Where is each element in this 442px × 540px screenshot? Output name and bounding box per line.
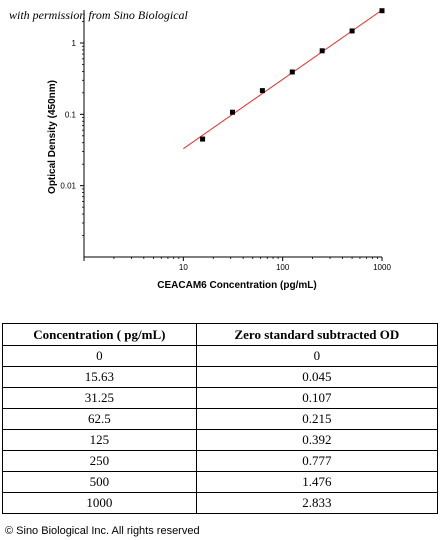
- table-row: 31.25 0.107: [2, 387, 439, 409]
- data-point: [349, 28, 355, 34]
- x-tick-label: 10: [179, 263, 188, 272]
- table-cell: 0.215: [195, 408, 439, 430]
- table-cell: 0.045: [195, 366, 439, 388]
- copyright-text: © Sino Biological Inc. All rights reserv…: [5, 525, 200, 537]
- table-cell: 1.476: [195, 471, 439, 493]
- table-cell: 0.777: [195, 450, 439, 472]
- standard-curve-chart: 1 0.1 0.01 10 100 1000 CEACAM6 Concentration …: [47, 8, 391, 291]
- y-tick-label: 1: [72, 39, 77, 48]
- table-cell: 0: [195, 345, 439, 367]
- table-cell: 250: [2, 450, 197, 472]
- table-row: 1000 2.833: [2, 492, 439, 514]
- table-row: 125 0.392: [2, 429, 439, 451]
- table-cell: 15.63: [2, 366, 197, 388]
- x-tick-label: 1000: [373, 263, 391, 272]
- table-row: 0 0: [2, 345, 439, 367]
- table-row: 15.63 0.045: [2, 366, 439, 388]
- column-header-od: Zero standard subtracted OD: [195, 323, 439, 346]
- data-table: Concentration ( pg/mL) Zero standard sub…: [2, 323, 439, 514]
- y-axis-label: Optical Density (450nm): [47, 80, 58, 194]
- data-point: [200, 136, 206, 142]
- watermark-text: with permission from Sino Biological: [9, 8, 188, 22]
- table-row: 62.5 0.215: [2, 408, 439, 430]
- table-cell: 1000: [2, 492, 197, 514]
- y-tick-label: 0.01: [60, 182, 76, 191]
- fit-line: [183, 9, 383, 150]
- table-cell: 0.392: [195, 429, 439, 451]
- table-cell: 0: [2, 345, 197, 367]
- data-point: [319, 48, 325, 54]
- table-cell: 62.5: [2, 408, 197, 430]
- table-cell: 125: [2, 429, 197, 451]
- table-cell: 31.25: [2, 387, 197, 409]
- x-tick-label: 100: [276, 263, 290, 272]
- data-point: [229, 109, 235, 115]
- x-axis-label: CEACAM6 Concentration (pg/mL): [157, 280, 316, 291]
- table-header-row: Concentration ( pg/mL) Zero standard sub…: [2, 323, 439, 346]
- table-cell: 0.107: [195, 387, 439, 409]
- fit-line-layer: [183, 9, 383, 150]
- table-cell: 2.833: [195, 492, 439, 514]
- data-point: [379, 8, 385, 14]
- column-header-concentration: Concentration ( pg/mL): [2, 323, 197, 346]
- data-points-layer: [200, 8, 385, 142]
- table-row: 250 0.777: [2, 450, 439, 472]
- axes-layer: 1 0.1 0.01 10 100 1000: [60, 10, 391, 272]
- table-row: 500 1.476: [2, 471, 439, 493]
- data-point: [289, 69, 295, 75]
- table-cell: 500: [2, 471, 197, 493]
- data-point: [259, 88, 265, 94]
- y-tick-label: 0.1: [65, 110, 77, 119]
